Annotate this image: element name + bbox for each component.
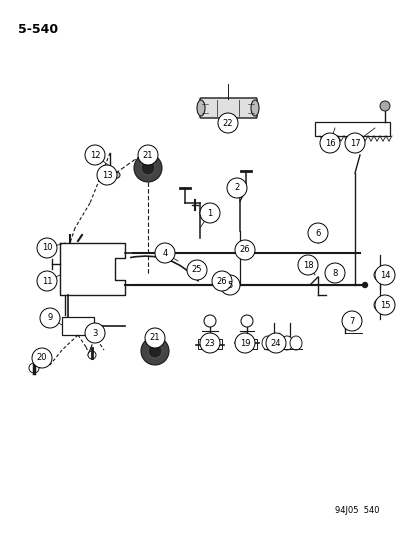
Text: 5: 5 bbox=[227, 280, 232, 289]
Circle shape bbox=[373, 299, 385, 311]
Circle shape bbox=[344, 133, 364, 153]
Text: 26: 26 bbox=[216, 277, 227, 286]
Text: 15: 15 bbox=[379, 301, 389, 310]
Circle shape bbox=[362, 282, 367, 287]
Circle shape bbox=[97, 165, 117, 185]
Text: 11: 11 bbox=[42, 277, 52, 286]
Ellipse shape bbox=[271, 336, 282, 350]
FancyBboxPatch shape bbox=[375, 301, 383, 309]
Circle shape bbox=[32, 348, 52, 368]
Text: 4: 4 bbox=[162, 248, 167, 257]
Ellipse shape bbox=[250, 100, 259, 116]
Circle shape bbox=[374, 295, 394, 315]
Text: 14: 14 bbox=[379, 271, 389, 279]
Circle shape bbox=[211, 271, 231, 291]
Circle shape bbox=[226, 178, 247, 198]
Text: 19: 19 bbox=[239, 338, 249, 348]
Circle shape bbox=[141, 161, 154, 175]
Text: 5-540: 5-540 bbox=[18, 23, 58, 36]
Circle shape bbox=[138, 145, 158, 165]
Text: 16: 16 bbox=[324, 139, 335, 148]
Circle shape bbox=[319, 133, 339, 153]
Ellipse shape bbox=[110, 172, 120, 179]
Circle shape bbox=[219, 275, 240, 295]
Text: 23: 23 bbox=[204, 338, 215, 348]
Circle shape bbox=[145, 328, 165, 348]
Text: 20: 20 bbox=[37, 353, 47, 362]
Text: 24: 24 bbox=[270, 338, 280, 348]
Ellipse shape bbox=[289, 336, 301, 350]
Circle shape bbox=[147, 344, 161, 358]
Text: 1: 1 bbox=[207, 208, 212, 217]
Circle shape bbox=[297, 255, 317, 275]
Text: 6: 6 bbox=[315, 229, 320, 238]
FancyBboxPatch shape bbox=[375, 271, 383, 279]
Circle shape bbox=[88, 351, 96, 359]
Circle shape bbox=[187, 260, 206, 280]
Circle shape bbox=[218, 113, 237, 133]
Circle shape bbox=[235, 333, 254, 353]
FancyBboxPatch shape bbox=[236, 339, 256, 349]
Circle shape bbox=[199, 333, 219, 353]
Ellipse shape bbox=[261, 336, 273, 350]
Polygon shape bbox=[60, 243, 125, 295]
FancyBboxPatch shape bbox=[197, 339, 221, 349]
Text: 17: 17 bbox=[349, 139, 359, 148]
Text: 3: 3 bbox=[92, 328, 97, 337]
Text: 7: 7 bbox=[349, 317, 354, 326]
FancyBboxPatch shape bbox=[199, 98, 256, 118]
Text: 22: 22 bbox=[222, 118, 233, 127]
Text: 18: 18 bbox=[302, 261, 313, 270]
Text: 94J05  540: 94J05 540 bbox=[335, 506, 379, 515]
Circle shape bbox=[85, 145, 105, 165]
Circle shape bbox=[235, 240, 254, 260]
Circle shape bbox=[341, 311, 361, 331]
Text: 9: 9 bbox=[47, 313, 52, 322]
FancyBboxPatch shape bbox=[314, 122, 389, 136]
Circle shape bbox=[199, 203, 219, 223]
Circle shape bbox=[134, 154, 161, 182]
Ellipse shape bbox=[280, 336, 292, 350]
Circle shape bbox=[37, 271, 57, 291]
Circle shape bbox=[85, 323, 105, 343]
Circle shape bbox=[373, 269, 385, 281]
Circle shape bbox=[307, 223, 327, 243]
Text: 12: 12 bbox=[90, 150, 100, 159]
Text: 10: 10 bbox=[42, 244, 52, 253]
FancyBboxPatch shape bbox=[62, 317, 94, 335]
Ellipse shape bbox=[197, 100, 204, 116]
Circle shape bbox=[154, 243, 175, 263]
Text: 13: 13 bbox=[102, 171, 112, 180]
Circle shape bbox=[40, 308, 60, 328]
Text: 21: 21 bbox=[150, 334, 160, 343]
Text: 2: 2 bbox=[234, 183, 239, 192]
Ellipse shape bbox=[100, 172, 110, 179]
Circle shape bbox=[204, 315, 216, 327]
Circle shape bbox=[240, 315, 252, 327]
Circle shape bbox=[266, 333, 285, 353]
Circle shape bbox=[29, 363, 39, 373]
Text: 25: 25 bbox=[191, 265, 202, 274]
Text: 8: 8 bbox=[332, 269, 337, 278]
Circle shape bbox=[374, 265, 394, 285]
Text: 26: 26 bbox=[239, 246, 250, 254]
Circle shape bbox=[324, 263, 344, 283]
Circle shape bbox=[37, 238, 57, 258]
Circle shape bbox=[141, 337, 169, 365]
Text: 21: 21 bbox=[142, 150, 153, 159]
Circle shape bbox=[379, 101, 389, 111]
